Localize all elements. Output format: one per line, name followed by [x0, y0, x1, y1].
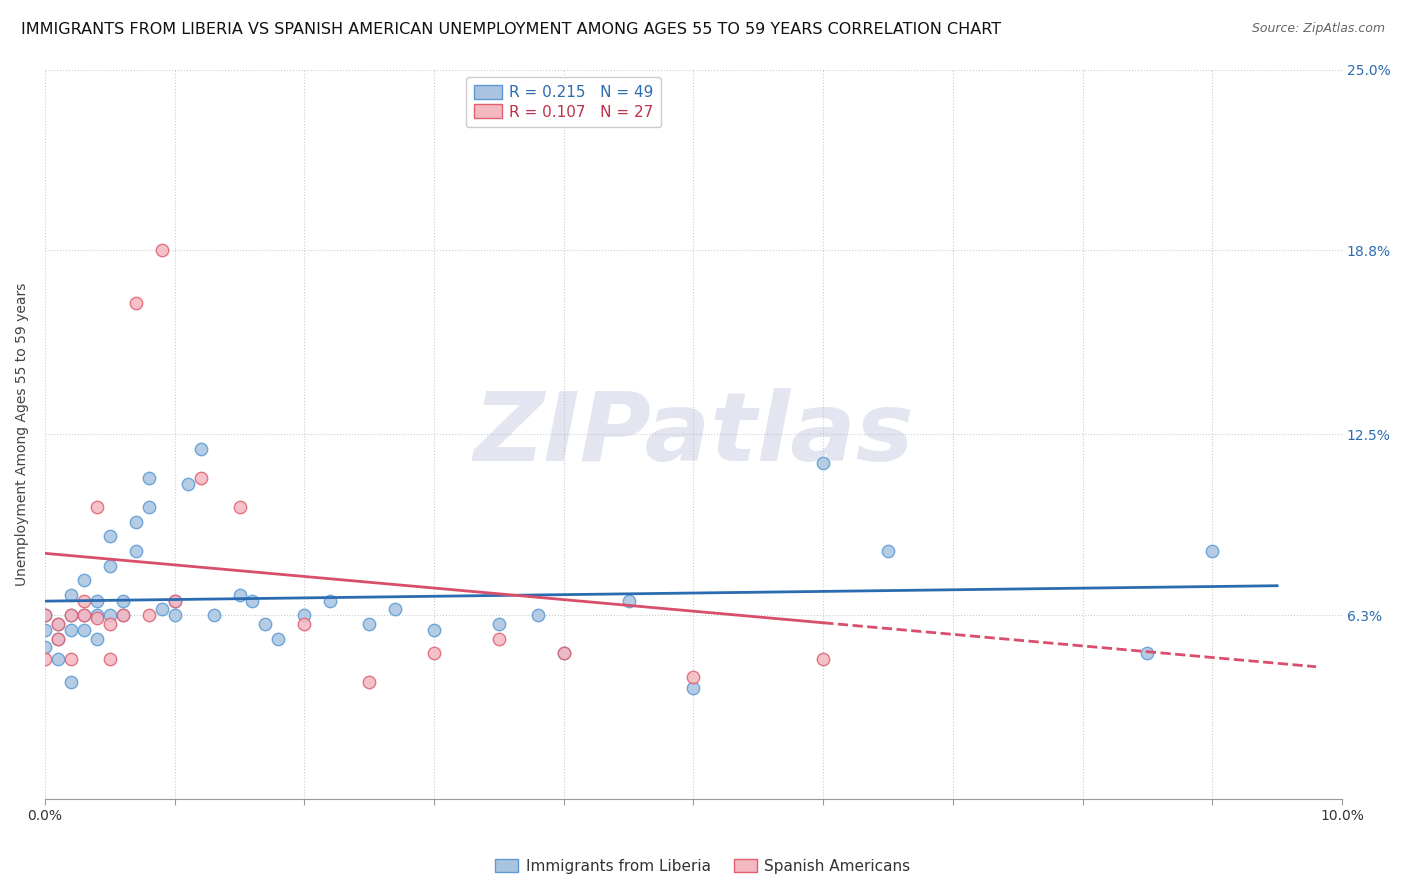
Point: [111, 593, 134, 607]
Point: [86, 500, 108, 515]
Legend: R = 0.215   N = 49, R = 0.107   N = 27: R = 0.215 N = 49, R = 0.107 N = 27: [467, 78, 661, 128]
Point: [98, 617, 121, 632]
Point: [73, 608, 96, 623]
Point: [423, 646, 446, 660]
Point: [488, 617, 510, 632]
Point: [34, 652, 56, 666]
Point: [267, 632, 290, 646]
Point: [682, 681, 704, 696]
Point: [488, 632, 510, 646]
Point: [163, 593, 186, 607]
Point: [811, 457, 834, 471]
Point: [59, 675, 82, 690]
Point: [150, 602, 173, 616]
Point: [617, 593, 640, 607]
Point: [359, 675, 381, 690]
Point: [73, 608, 96, 623]
Point: [86, 593, 108, 607]
Point: [1201, 544, 1223, 558]
Point: [86, 632, 108, 646]
Point: [163, 608, 186, 623]
Point: [877, 544, 900, 558]
Point: [423, 623, 446, 637]
Point: [163, 593, 186, 607]
Point: [138, 500, 160, 515]
Point: [359, 617, 381, 632]
Point: [228, 500, 250, 515]
Point: [34, 640, 56, 655]
Point: [46, 617, 69, 632]
Point: [150, 244, 173, 258]
Point: [527, 608, 550, 623]
Point: [125, 515, 148, 529]
Point: [86, 608, 108, 623]
Point: [98, 558, 121, 573]
Point: [176, 477, 198, 491]
Point: [319, 593, 342, 607]
Point: [73, 593, 96, 607]
Point: [682, 669, 704, 683]
Point: [138, 471, 160, 485]
Point: [292, 608, 315, 623]
Point: [111, 608, 134, 623]
Point: [46, 632, 69, 646]
Point: [98, 652, 121, 666]
Point: [553, 646, 575, 660]
Point: [98, 608, 121, 623]
Point: [138, 608, 160, 623]
Point: [811, 652, 834, 666]
Text: ZIPatlas: ZIPatlas: [474, 388, 914, 481]
Point: [59, 623, 82, 637]
Point: [202, 608, 225, 623]
Point: [1136, 646, 1159, 660]
Point: [125, 296, 148, 310]
Point: [242, 593, 264, 607]
Point: [73, 573, 96, 587]
Text: IMMIGRANTS FROM LIBERIA VS SPANISH AMERICAN UNEMPLOYMENT AMONG AGES 55 TO 59 YEA: IMMIGRANTS FROM LIBERIA VS SPANISH AMERI…: [21, 22, 1001, 37]
Point: [46, 632, 69, 646]
Point: [86, 611, 108, 625]
Point: [34, 608, 56, 623]
Point: [46, 652, 69, 666]
Point: [190, 442, 212, 456]
Point: [254, 617, 277, 632]
Point: [59, 652, 82, 666]
Legend: Immigrants from Liberia, Spanish Americans: Immigrants from Liberia, Spanish America…: [489, 853, 917, 880]
Point: [228, 588, 250, 602]
Point: [384, 602, 406, 616]
Y-axis label: Unemployment Among Ages 55 to 59 years: Unemployment Among Ages 55 to 59 years: [15, 283, 30, 586]
Point: [292, 617, 315, 632]
Text: Source: ZipAtlas.com: Source: ZipAtlas.com: [1251, 22, 1385, 36]
Point: [73, 623, 96, 637]
Point: [59, 608, 82, 623]
Point: [46, 617, 69, 632]
Point: [111, 608, 134, 623]
Point: [190, 471, 212, 485]
Point: [125, 544, 148, 558]
Point: [553, 646, 575, 660]
Point: [34, 623, 56, 637]
Point: [34, 608, 56, 623]
Point: [59, 588, 82, 602]
Point: [98, 529, 121, 543]
Point: [59, 608, 82, 623]
